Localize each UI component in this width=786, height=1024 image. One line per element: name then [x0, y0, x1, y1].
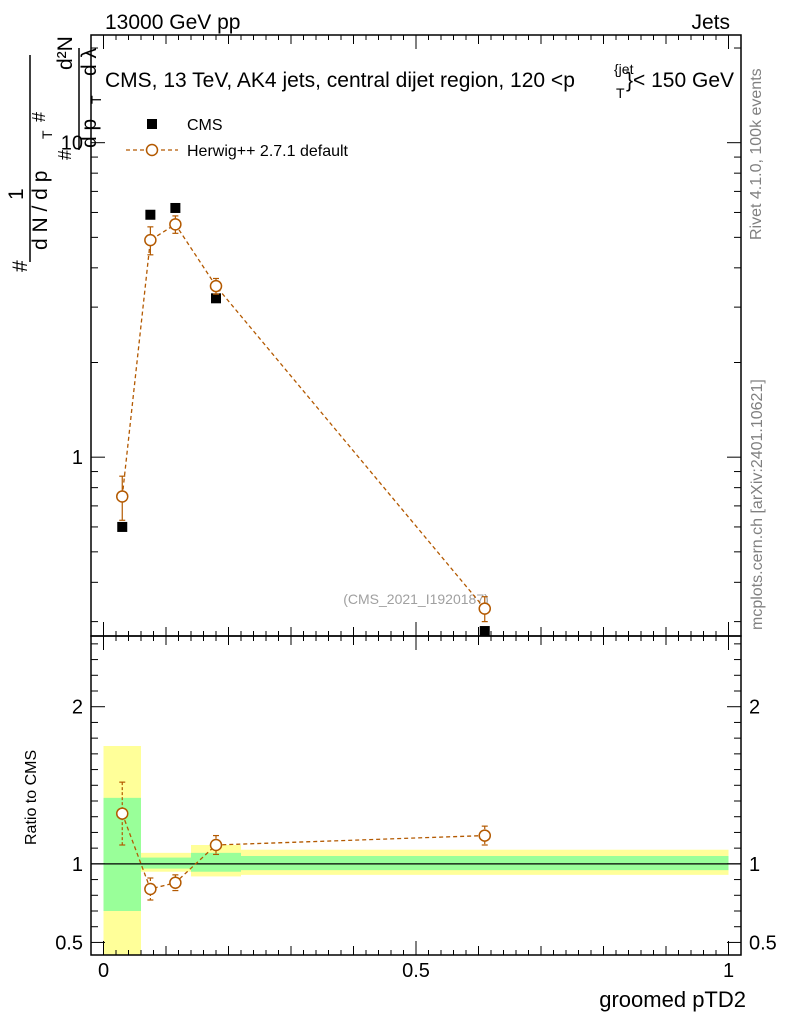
legend-mc-marker — [145, 143, 159, 157]
mc-point — [144, 233, 157, 247]
x-axis-label: groomed pTD2 — [599, 987, 746, 1012]
data-point — [170, 202, 181, 213]
main-y-tick-label: 1 — [72, 447, 83, 469]
ylabel-hash3: # — [55, 150, 75, 160]
header-right: Jets — [691, 11, 730, 34]
plot-title-end: }< 150 GeV — [626, 69, 734, 92]
ratio-band-inner-1 — [141, 857, 191, 869]
ratio-point — [116, 807, 129, 820]
ylabel-hash1: # — [9, 260, 32, 272]
plot-title-main: CMS, 13 TeV, AK4 jets, central dijet reg… — [105, 69, 575, 92]
ratio-y-tick-label-left: 2 — [72, 697, 83, 719]
mc-line — [121, 223, 486, 610]
ylabel-d2N: d²N — [54, 36, 77, 70]
plot-title-sub: T — [616, 85, 625, 101]
ylabel-T2: T — [88, 95, 104, 104]
ratio-y-tick-label-left: 1 — [72, 854, 83, 876]
legend-data-marker — [147, 119, 157, 129]
data-point — [479, 626, 490, 637]
ratio-point — [169, 876, 182, 889]
ylabel-dp: d p — [78, 119, 101, 148]
mcplots-label: mcplots.cern.ch [arXiv:2401.10621] — [749, 379, 766, 630]
ratio-y-tick-label-left: 0.5 — [55, 932, 83, 954]
data-point — [211, 293, 221, 304]
ylabel-one: 1 — [5, 188, 28, 200]
main-y-tick-label: 10 — [61, 133, 83, 155]
ylabel-T1: T — [39, 130, 55, 139]
ratio-frame — [90, 635, 742, 956]
ratio-point — [478, 829, 491, 842]
mc-point — [478, 602, 491, 615]
legend-data-label: CMS — [187, 117, 223, 134]
ratio-y-tick-label-right: 2 — [749, 697, 760, 719]
legend: CMS Herwig++ 2.7.1 default — [126, 117, 349, 160]
ratio-point — [144, 882, 157, 896]
ylabel-dlambda: d λ — [78, 47, 101, 76]
ratio-band-inner-2 — [191, 852, 241, 872]
ylabel-hash2: # — [29, 112, 49, 122]
ratio-point — [209, 838, 223, 852]
plot-title-sup: {jet — [614, 61, 634, 77]
ylabel-dN: d N / d p — [29, 171, 52, 250]
mc-point — [169, 218, 182, 231]
data-point — [117, 521, 128, 532]
x-tick-label: 0 — [98, 960, 109, 982]
ratio-band-inner-3 — [241, 856, 729, 871]
main-y-label: # 1 d N / d p T # d²N d p T d λ # — [5, 36, 104, 272]
x-tick-label: 0.5 — [402, 960, 430, 982]
data-point — [145, 209, 156, 220]
plot-title: CMS, 13 TeV, AK4 jets, central dijet reg… — [105, 69, 575, 92]
rivet-label: Rivet 4.1.0, 100k events — [748, 68, 765, 240]
header-left: 13000 GeV pp — [105, 11, 240, 34]
ratio-y-label: Ratio to CMS — [23, 750, 40, 845]
ratio-y-tick-label-right: 1 — [749, 854, 760, 876]
mc-point — [116, 490, 129, 503]
x-tick-label: 1 — [723, 960, 734, 982]
ratio-plot: 0 0.5 1 0.5 0.5 1 1 2 2 — [55, 635, 777, 982]
legend-mc-label: Herwig++ 2.7.1 default — [187, 143, 349, 160]
mc-point — [209, 279, 223, 293]
ratio-y-tick-label-right: 0.5 — [749, 932, 777, 954]
watermark: (CMS_2021_I1920187) — [343, 591, 489, 607]
main-plot: 1 10 — [61, 34, 742, 637]
